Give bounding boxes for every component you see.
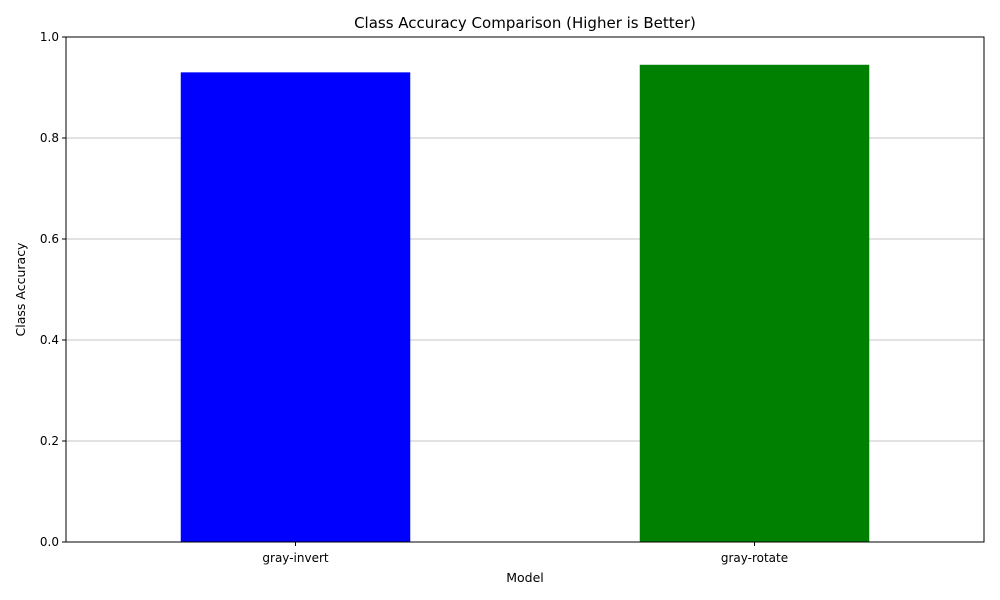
x-axis-ticks: gray-invert gray-rotate [262, 542, 788, 565]
chart-title: Class Accuracy Comparison (Higher is Bet… [354, 14, 696, 32]
bar-gray-rotate [639, 64, 870, 543]
y-tick-label: 1.0 [40, 30, 59, 44]
x-axis-label: Model [506, 570, 544, 585]
y-tick-label: 0.8 [40, 131, 59, 145]
bars [180, 64, 870, 543]
y-axis-ticks: 0.0 0.2 0.4 0.6 0.8 1.0 [40, 30, 66, 549]
x-tick-label: gray-invert [262, 551, 328, 565]
y-tick-label: 0.0 [40, 535, 59, 549]
y-tick-label: 0.6 [40, 232, 59, 246]
x-tick-label: gray-rotate [721, 551, 788, 565]
y-tick-label: 0.4 [40, 333, 59, 347]
bar-gray-invert [180, 72, 411, 542]
y-tick-label: 0.2 [40, 434, 59, 448]
y-axis-label: Class Accuracy [13, 242, 28, 337]
plot-frame [65, 36, 985, 543]
